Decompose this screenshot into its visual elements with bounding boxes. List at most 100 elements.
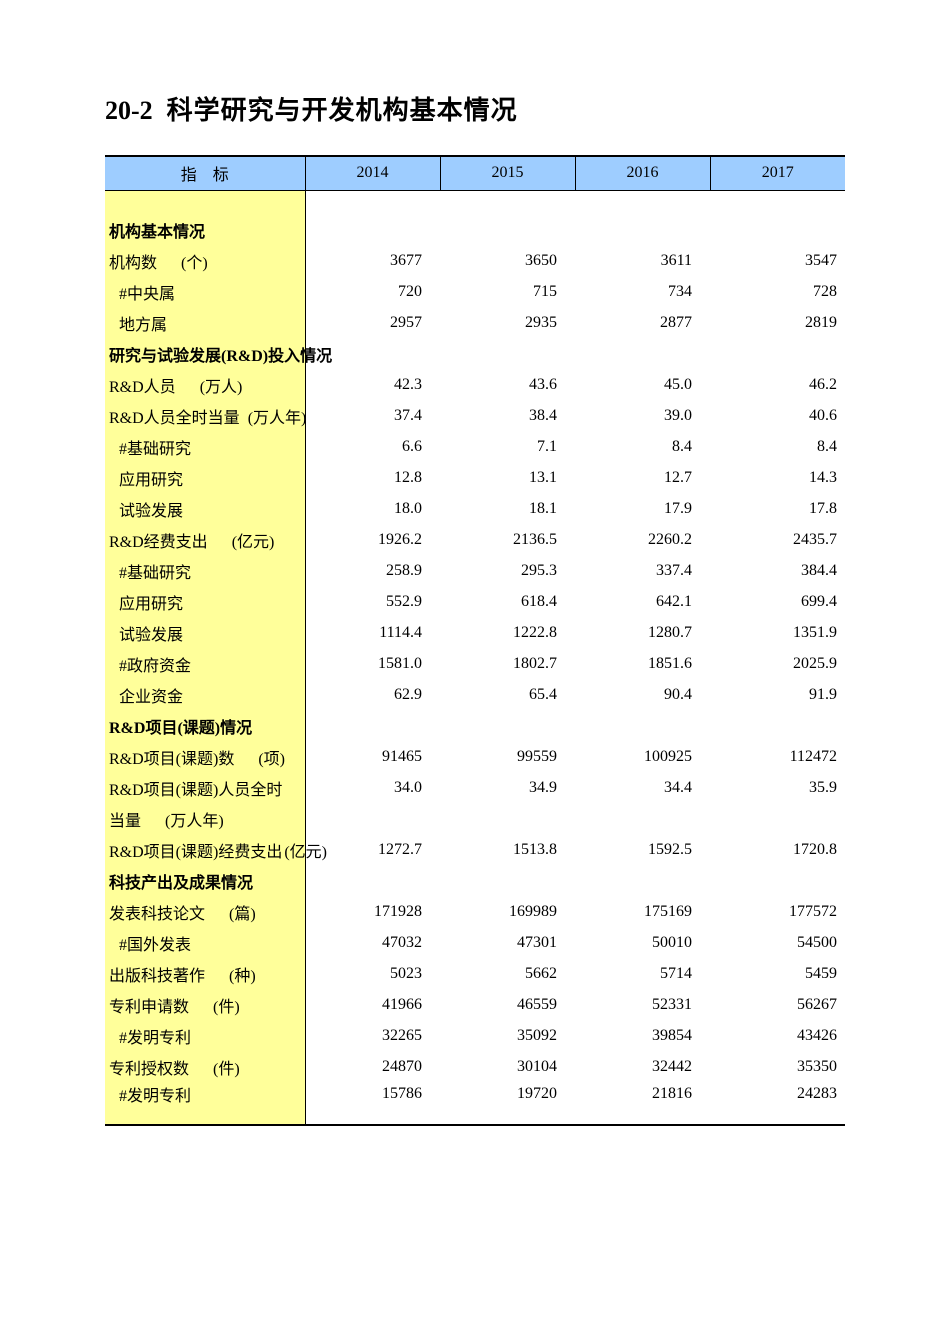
value-cell: [575, 803, 710, 834]
spacer-cell: [305, 190, 440, 214]
value-cell: 8.4: [575, 431, 710, 462]
table-row: 专利申请数(件)41966465595233156267: [105, 989, 845, 1020]
value-cell: 35092: [440, 1020, 575, 1051]
table-row: #国外发表47032473015001054500: [105, 927, 845, 958]
row-label-text: 应用研究: [119, 466, 183, 490]
row-unit: (万人年): [165, 807, 224, 831]
value-cell: 8.4: [710, 431, 845, 462]
value-cell: 3677: [305, 245, 440, 276]
table-row: 试验发展18.018.117.917.8: [105, 493, 845, 524]
row-label-text: #国外发表: [119, 931, 191, 955]
value-cell: 32265: [305, 1020, 440, 1051]
value-cell: 175169: [575, 896, 710, 927]
row-label: 研究与试验发展(R&D)投入情况: [105, 338, 305, 369]
value-cell: 1280.7: [575, 617, 710, 648]
row-label-text: 试验发展: [119, 497, 183, 521]
value-cell: 47301: [440, 927, 575, 958]
row-unit: (个): [181, 249, 208, 273]
row-label-text: 专利申请数: [109, 993, 189, 1017]
spacer-cell: [575, 190, 710, 214]
value-cell: 1513.8: [440, 834, 575, 865]
spacer-cell: [440, 190, 575, 214]
value-cell: 258.9: [305, 555, 440, 586]
row-label: R&D项目(课题)情况: [105, 710, 305, 741]
value-cell: 12.7: [575, 462, 710, 493]
row-label-text: 专利授权数: [109, 1055, 189, 1079]
table-row: #基础研究258.9295.3337.4384.4: [105, 555, 845, 586]
value-cell: 3547: [710, 245, 845, 276]
indicator-header: 指标: [105, 156, 305, 190]
value-cell: [305, 803, 440, 834]
table-row: 企业资金62.965.490.491.9: [105, 679, 845, 710]
value-cell: [710, 803, 845, 834]
table-row: 出版科技著作(种)5023566257145459: [105, 958, 845, 989]
value-cell: 34.9: [440, 772, 575, 803]
row-label: 机构基本情况: [105, 214, 305, 245]
value-cell: 5023: [305, 958, 440, 989]
table-row: #中央属720715734728: [105, 276, 845, 307]
table-header: 指标 2014 2015 2016 2017: [105, 156, 845, 190]
row-unit: (亿元): [284, 838, 327, 862]
value-cell: 3611: [575, 245, 710, 276]
value-cell: [440, 338, 575, 369]
value-cell: 2136.5: [440, 524, 575, 555]
value-cell: 35.9: [710, 772, 845, 803]
value-cell: 91.9: [710, 679, 845, 710]
spacer-row: [105, 190, 845, 214]
value-cell: 715: [440, 276, 575, 307]
value-cell: [305, 865, 440, 896]
row-label-text: 当量: [109, 807, 141, 831]
value-cell: 24283: [710, 1082, 845, 1125]
row-label: R&D经费支出 (亿元): [105, 524, 305, 555]
row-unit: (万人): [200, 373, 243, 397]
row-label-text: #政府资金: [119, 652, 191, 676]
table-row: R&D人员全时当量(万人年)37.438.439.040.6: [105, 400, 845, 431]
value-cell: 91465: [305, 741, 440, 772]
value-cell: 21816: [575, 1082, 710, 1125]
value-cell: 1351.9: [710, 617, 845, 648]
value-cell: 42.3: [305, 369, 440, 400]
value-cell: 32442: [575, 1051, 710, 1082]
year-header: 2014: [305, 156, 440, 190]
table-row: 地方属2957293528772819: [105, 307, 845, 338]
value-cell: 720: [305, 276, 440, 307]
year-header: 2015: [440, 156, 575, 190]
value-cell: 728: [710, 276, 845, 307]
value-cell: 5459: [710, 958, 845, 989]
value-cell: [575, 338, 710, 369]
title-text: 科学研究与开发机构基本情况: [167, 96, 518, 125]
row-label-text: 出版科技著作: [109, 962, 205, 986]
value-cell: 46.2: [710, 369, 845, 400]
row-label: 试验发展: [105, 493, 305, 524]
value-cell: 14.3: [710, 462, 845, 493]
value-cell: 699.4: [710, 586, 845, 617]
row-label: 出版科技著作(种): [105, 958, 305, 989]
value-cell: 17.8: [710, 493, 845, 524]
row-unit: (亿元): [232, 528, 275, 552]
value-cell: 37.4: [305, 400, 440, 431]
value-cell: 2877: [575, 307, 710, 338]
row-label-text: 地方属: [119, 311, 167, 335]
value-cell: 45.0: [575, 369, 710, 400]
row-label-text: 试验发展: [119, 621, 183, 645]
value-cell: 100925: [575, 741, 710, 772]
value-cell: 40.6: [710, 400, 845, 431]
section-row: 机构基本情况: [105, 214, 845, 245]
value-cell: 13.1: [440, 462, 575, 493]
row-label-text: R&D项目(课题)数: [109, 745, 234, 769]
value-cell: [710, 338, 845, 369]
row-label-text: 机构数: [109, 249, 157, 273]
value-cell: [710, 710, 845, 741]
table-row: #发明专利15786197202181624283: [105, 1082, 845, 1125]
row-label-text: 发表科技论文: [109, 900, 205, 924]
value-cell: [575, 710, 710, 741]
value-cell: 12.8: [305, 462, 440, 493]
value-cell: 39854: [575, 1020, 710, 1051]
row-label-text: R&D经费支出: [109, 528, 208, 552]
value-cell: [305, 214, 440, 245]
row-label: #政府资金: [105, 648, 305, 679]
section-row: 研究与试验发展(R&D)投入情况: [105, 338, 845, 369]
row-label: 专利申请数(件): [105, 989, 305, 1020]
data-table: 指标 2014 2015 2016 2017 机构基本情况机构数 (个) 3677 3…: [105, 155, 845, 1126]
value-cell: 337.4: [575, 555, 710, 586]
